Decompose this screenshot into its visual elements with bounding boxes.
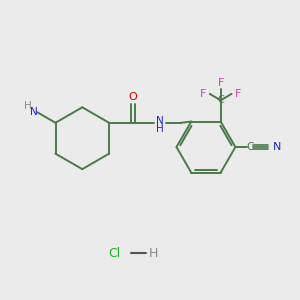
Text: N: N bbox=[273, 142, 281, 152]
Text: H: H bbox=[156, 124, 164, 134]
Text: H: H bbox=[148, 247, 158, 260]
Text: N: N bbox=[156, 116, 164, 126]
Text: C: C bbox=[246, 142, 254, 152]
Text: F: F bbox=[235, 89, 242, 99]
Text: F: F bbox=[200, 89, 206, 99]
Text: N: N bbox=[30, 107, 38, 117]
Text: O: O bbox=[129, 92, 138, 102]
Text: H: H bbox=[24, 101, 32, 111]
Text: Cl: Cl bbox=[109, 247, 121, 260]
Text: C: C bbox=[217, 95, 224, 105]
Text: F: F bbox=[218, 78, 224, 88]
